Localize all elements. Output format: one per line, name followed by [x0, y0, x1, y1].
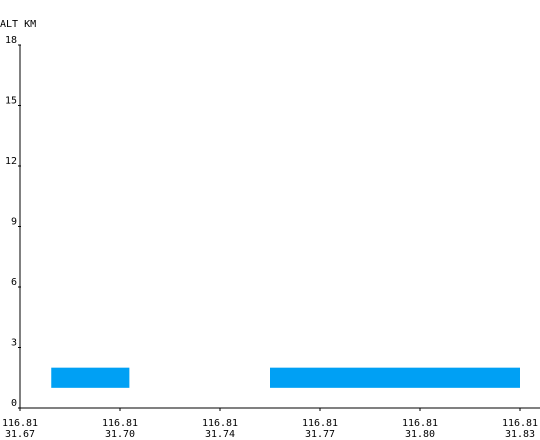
y-tick-label: 15 [5, 96, 17, 107]
x-tick-label-lat: 31.77 [305, 429, 335, 440]
layer-bar-2 [270, 367, 520, 388]
y-tick-label: 9 [11, 217, 17, 228]
x-tick-label-lon: 116.81 [402, 418, 438, 429]
x-tick-label-lon: 116.81 [102, 418, 138, 429]
x-tick-label-lon: 116.81 [302, 418, 338, 429]
x-tick-label-lon: 116.81 [2, 418, 38, 429]
x-tick-label-lat: 31.80 [405, 429, 435, 440]
y-tick-label: 12 [5, 156, 17, 167]
y-axis-ticks: 18 15 12 9 6 3 0 [5, 35, 21, 409]
layer-bars [51, 367, 520, 388]
layer-bar-1 [51, 367, 130, 388]
x-tick-label-lat: 31.67 [5, 429, 35, 440]
y-tick-label: 6 [11, 277, 17, 288]
x-tick-label-lon: 116.81 [502, 418, 538, 429]
x-tick-label-lat: 31.74 [205, 429, 235, 440]
x-axis-ticks: 116.8131.67116.8131.70116.8131.74116.813… [2, 408, 538, 440]
x-tick-label-lon: 116.81 [202, 418, 238, 429]
y-tick-label: 0 [11, 398, 17, 409]
x-tick-label-lat: 31.83 [505, 429, 535, 440]
y-axis-title: ALT KM [0, 19, 36, 30]
y-tick-label: 3 [11, 338, 17, 349]
x-tick-label-lat: 31.70 [105, 429, 135, 440]
y-tick-label: 18 [5, 35, 17, 46]
